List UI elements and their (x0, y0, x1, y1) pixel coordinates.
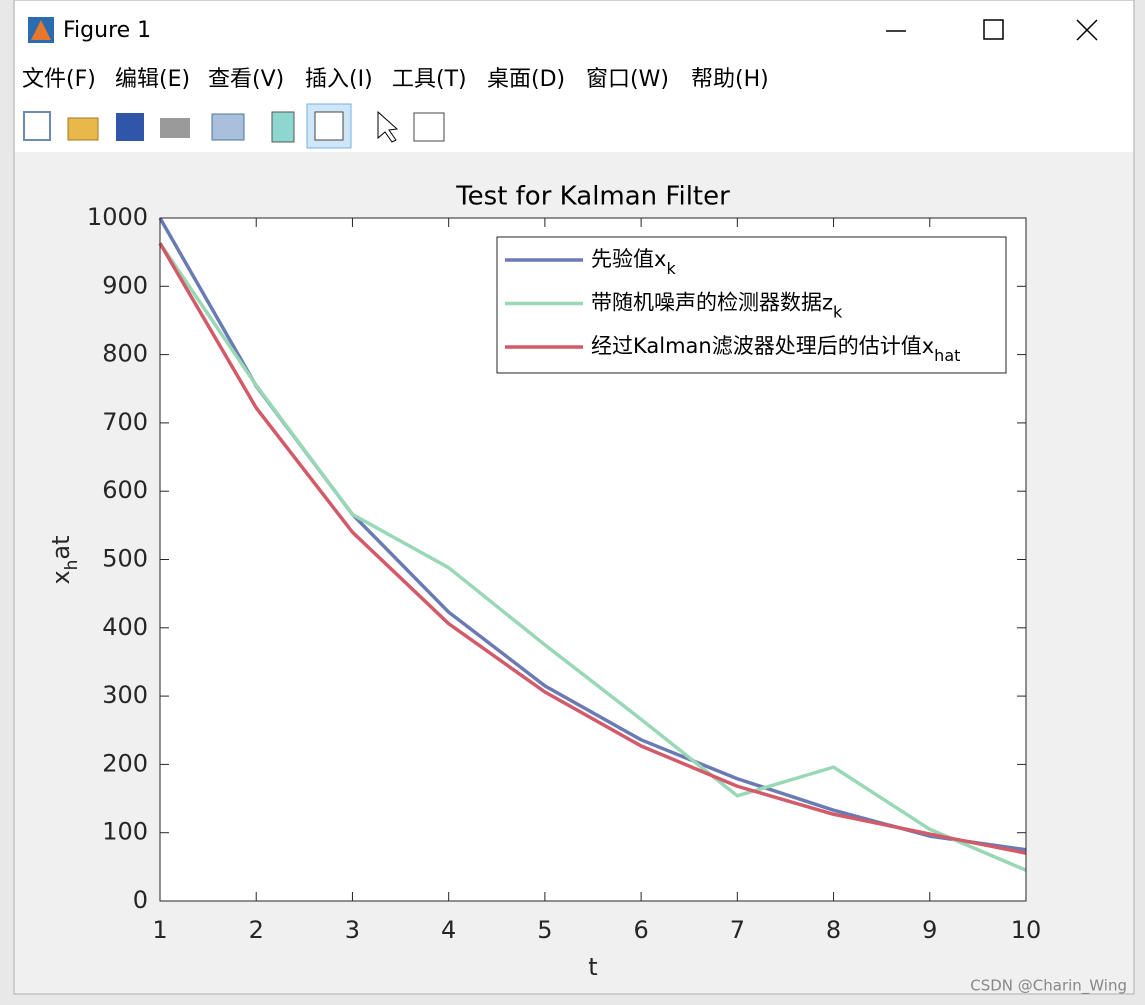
window-title: Figure 1 (63, 18, 151, 43)
x-tick-label: 9 (922, 916, 937, 944)
y-tick-label: 300 (102, 681, 148, 709)
y-tick-label: 400 (102, 613, 148, 641)
series-line (158, 242, 1027, 872)
app-icon-logo (31, 20, 51, 40)
legend-name: 经过Kalman滤波器处理后的估计值x (591, 334, 934, 358)
series-line (158, 242, 1027, 855)
close-button[interactable] (1076, 19, 1098, 41)
toolbar (15, 100, 1133, 152)
legend-sub: hat (934, 346, 960, 365)
menu-item[interactable]: 窗口(W) (586, 67, 669, 92)
y-axis-label-base: x (47, 570, 75, 584)
x-axis-label: t (588, 953, 597, 981)
y-axis-label: xhat (47, 535, 82, 584)
y-tick-label: 500 (102, 545, 148, 573)
y-tick-label: 100 (102, 818, 148, 846)
menu-items: 文件(F) 编辑(E) 查看(V) 插入(I) 工具(T) 桌面(D) 窗口(W) 帮助(H) (22, 67, 769, 92)
y-tick-label: 200 (102, 749, 148, 777)
y-axis-label-sub: h (62, 560, 82, 571)
legend-label: 先验值xk (591, 247, 676, 278)
y-tick-label: 1000 (87, 203, 148, 231)
x-tick-label: 3 (345, 916, 360, 944)
y-tick-label: 600 (102, 476, 148, 504)
menu-item[interactable]: 工具(T) (392, 67, 467, 92)
link-icon[interactable] (211, 113, 245, 141)
menu-item[interactable]: 查看(V) (208, 67, 284, 92)
x-tick-label: 7 (730, 916, 745, 944)
legend-sub: k (666, 259, 676, 278)
axes-box (159, 217, 1027, 902)
x-tick-label: 8 (826, 916, 841, 944)
y-tick-label: 900 (102, 271, 148, 299)
legend-label: 带随机噪声的检测器数据zk (591, 291, 843, 322)
save-icon[interactable] (116, 113, 144, 141)
new-icon[interactable] (23, 111, 51, 141)
x-tick-label: 4 (441, 916, 456, 944)
menu-item[interactable]: 插入(I) (305, 67, 373, 92)
open-icon[interactable] (67, 117, 99, 141)
maximize-button[interactable] (983, 19, 1004, 40)
x-tick-label: 10 (1011, 916, 1042, 944)
x-tick-label: 2 (249, 916, 264, 944)
pointer-icon[interactable] (377, 110, 399, 143)
x-tick-label: 6 (633, 916, 648, 944)
x-tick-label: 1 (152, 916, 167, 944)
property-icon[interactable] (413, 112, 445, 142)
y-tick-label: 800 (102, 340, 148, 368)
legend-sub: k (833, 303, 843, 322)
legend-name: 带随机噪声的检测器数据z (591, 291, 833, 315)
x-tick-label: 5 (537, 916, 552, 944)
legend-name: 先验值x (591, 247, 666, 271)
legend-label: 经过Kalman滤波器处理后的估计值xhat (591, 334, 960, 365)
menu-item[interactable]: 编辑(E) (115, 67, 190, 92)
title-bar (15, 1, 1133, 58)
legend-icon[interactable] (314, 111, 344, 141)
colorbar-icon[interactable] (271, 111, 295, 143)
print-icon[interactable] (160, 118, 190, 138)
menu-item[interactable]: 文件(F) (22, 67, 96, 92)
menu-bar (15, 58, 1133, 100)
watermark: CSDN @Charin_Wing (970, 977, 1127, 996)
menu-item[interactable]: 桌面(D) (487, 67, 565, 92)
y-tick-label: 0 (133, 886, 148, 914)
toolbar-icons (23, 103, 445, 149)
y-axis-label-tail: at (47, 535, 75, 559)
y-tick-label: 700 (102, 408, 148, 436)
menu-item[interactable]: 帮助(H) (691, 67, 769, 92)
chart-title: Test for Kalman Filter (455, 182, 730, 212)
